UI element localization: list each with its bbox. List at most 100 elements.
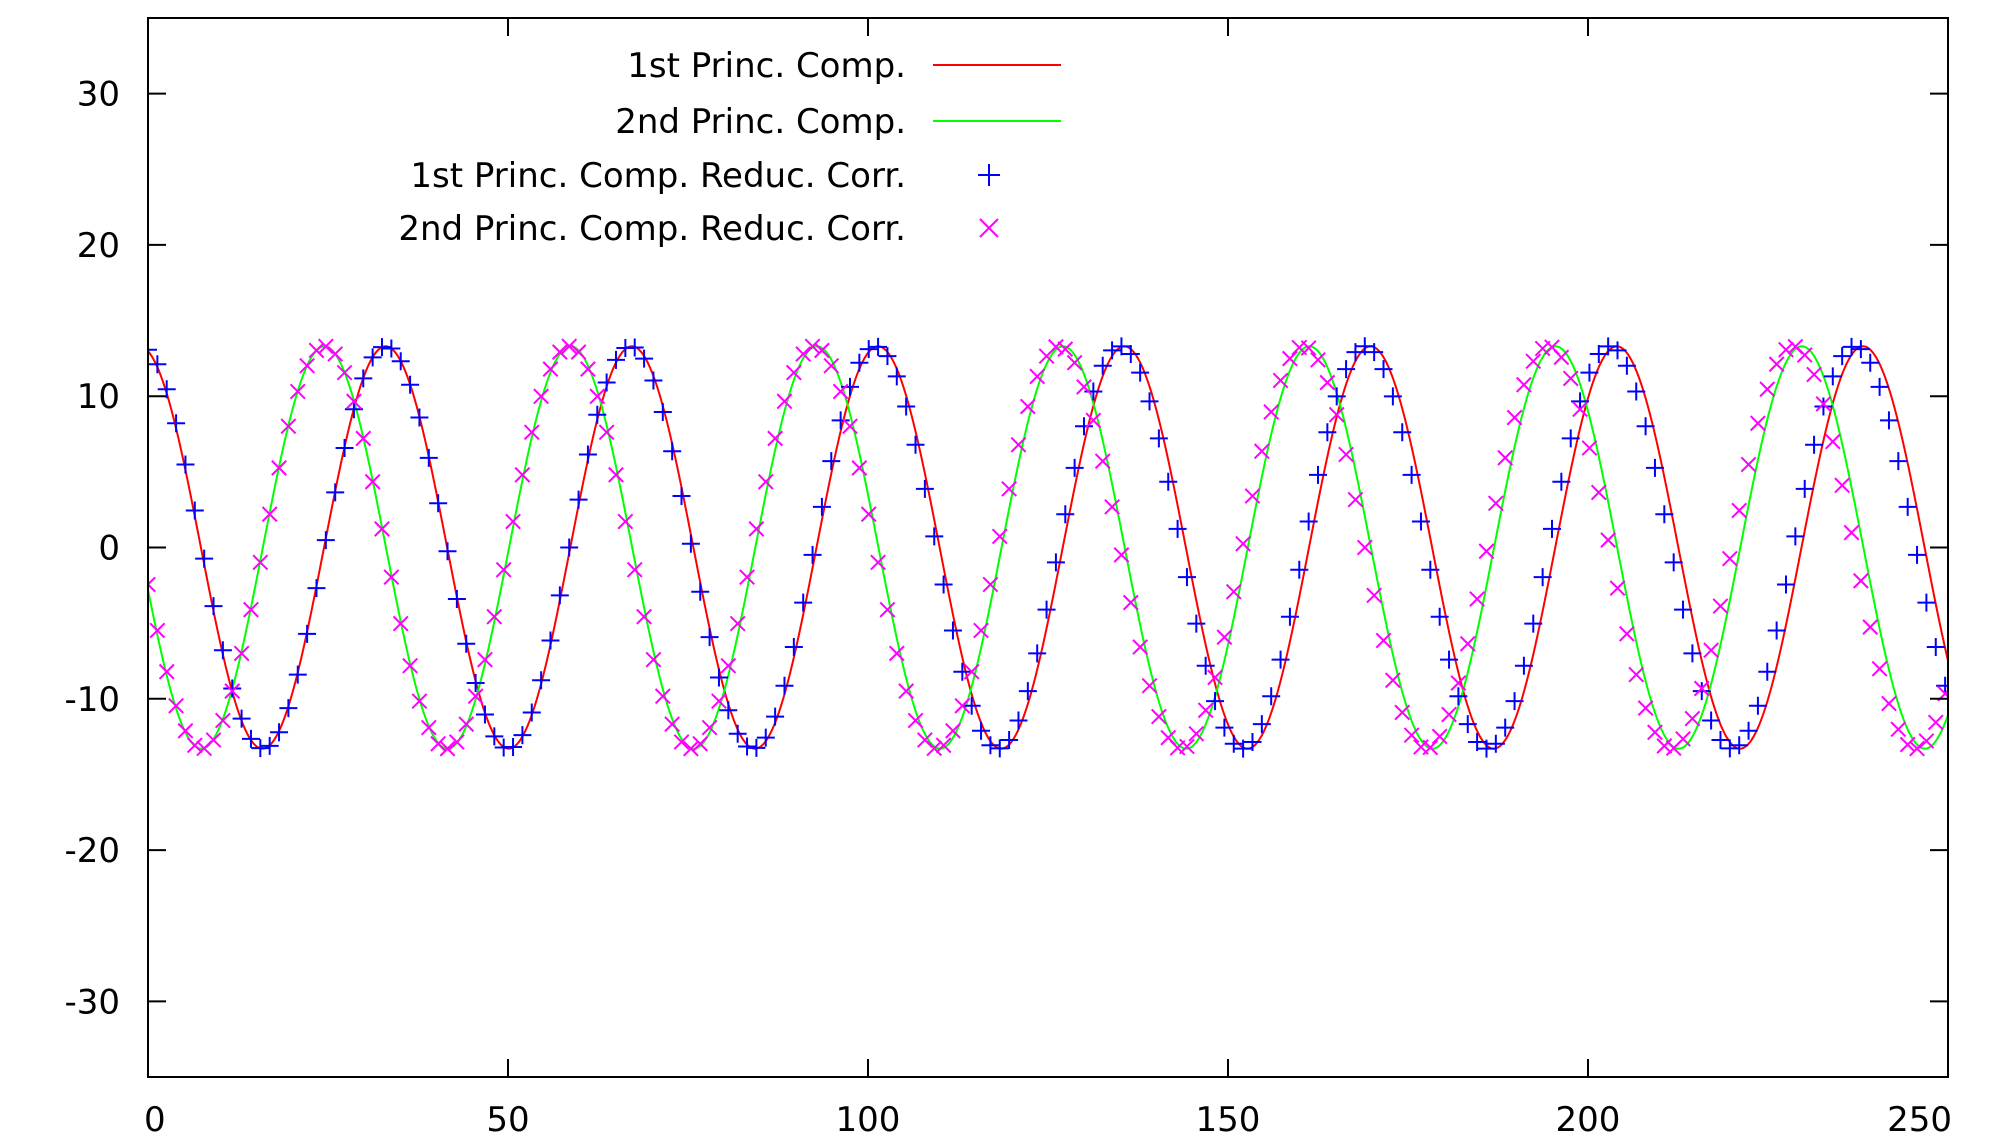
data-point bbox=[982, 576, 999, 593]
x-tick-label: 250 bbox=[1887, 1100, 1952, 1140]
data-point bbox=[1852, 572, 1869, 589]
data-point bbox=[1561, 429, 1580, 448]
data-point bbox=[1834, 477, 1851, 494]
data-point bbox=[943, 621, 962, 640]
data-point bbox=[879, 601, 896, 618]
data-point bbox=[1459, 635, 1476, 652]
data-point bbox=[1580, 363, 1599, 382]
data-point bbox=[307, 579, 326, 598]
data-point bbox=[653, 402, 672, 421]
data-point bbox=[316, 531, 335, 550]
series-3 bbox=[148, 337, 1948, 758]
data-point bbox=[767, 430, 784, 447]
data-point bbox=[1216, 629, 1233, 646]
data-point bbox=[1842, 337, 1861, 356]
data-point bbox=[1879, 411, 1898, 430]
data-point bbox=[485, 727, 504, 746]
data-point bbox=[1207, 669, 1223, 686]
data-point bbox=[383, 569, 400, 586]
data-point bbox=[1422, 739, 1439, 756]
data-point bbox=[1506, 409, 1523, 426]
data-point bbox=[1440, 650, 1459, 669]
data-point bbox=[739, 569, 755, 586]
data-point bbox=[1122, 594, 1139, 611]
data-point bbox=[1300, 340, 1317, 356]
data-point bbox=[925, 527, 944, 546]
data-point bbox=[1711, 730, 1730, 749]
data-point bbox=[355, 430, 372, 447]
data-point bbox=[241, 729, 260, 748]
legend-entry-1: 1st Princ. Comp. bbox=[627, 46, 1061, 86]
data-point bbox=[1543, 519, 1561, 538]
data-point bbox=[842, 418, 858, 435]
data-point bbox=[963, 663, 980, 680]
data-point bbox=[354, 369, 373, 388]
data-point bbox=[168, 697, 184, 714]
data-point bbox=[991, 528, 1008, 545]
data-point bbox=[176, 455, 195, 474]
data-point bbox=[907, 712, 924, 729]
data-point bbox=[308, 342, 325, 359]
data-point bbox=[990, 739, 1009, 758]
data-point bbox=[1450, 675, 1467, 691]
data-point bbox=[870, 554, 886, 571]
data-point bbox=[1309, 465, 1327, 484]
data-point bbox=[1525, 353, 1542, 370]
data-point bbox=[1235, 535, 1252, 552]
data-point bbox=[859, 340, 878, 359]
data-point bbox=[1355, 337, 1374, 356]
data-point bbox=[1731, 502, 1748, 519]
data-point bbox=[1282, 350, 1298, 367]
data-point bbox=[1692, 682, 1711, 701]
data-point bbox=[1234, 739, 1253, 758]
data-point bbox=[1571, 392, 1590, 411]
data-point bbox=[1843, 524, 1860, 541]
data-point bbox=[177, 722, 194, 739]
data-point bbox=[1168, 519, 1187, 538]
data-point bbox=[1600, 532, 1617, 548]
data-point bbox=[1430, 607, 1449, 626]
data-point bbox=[1009, 711, 1028, 730]
data-point bbox=[551, 344, 568, 360]
data-point bbox=[860, 506, 877, 523]
data-point bbox=[776, 393, 793, 410]
data-point bbox=[709, 668, 728, 687]
data-point bbox=[1777, 575, 1795, 594]
data-point bbox=[1375, 632, 1392, 649]
data-point bbox=[1093, 356, 1112, 375]
data-point bbox=[214, 712, 231, 729]
data-point bbox=[1617, 356, 1636, 375]
data-point bbox=[261, 506, 278, 523]
data-point bbox=[205, 732, 222, 748]
data-point bbox=[729, 615, 746, 632]
data-point bbox=[1871, 660, 1888, 677]
y-tick-label: -20 bbox=[64, 831, 120, 871]
data-point bbox=[270, 723, 289, 742]
data-point bbox=[906, 435, 925, 454]
data-point bbox=[701, 719, 718, 736]
data-point bbox=[766, 707, 785, 726]
data-point bbox=[1374, 360, 1393, 379]
data-point bbox=[477, 651, 493, 668]
data-point bbox=[1029, 368, 1046, 385]
data-point bbox=[607, 350, 625, 369]
data-point bbox=[438, 542, 457, 561]
legend-label: 1st Princ. Comp. Reduc. Corr. bbox=[410, 156, 906, 196]
data-point bbox=[243, 601, 259, 618]
data-point bbox=[326, 483, 345, 502]
data-point bbox=[1243, 733, 1262, 752]
data-point bbox=[1833, 347, 1852, 366]
data-point bbox=[1188, 725, 1205, 742]
data-point bbox=[532, 671, 551, 690]
data-point bbox=[1094, 453, 1111, 470]
data-point bbox=[495, 561, 512, 578]
legend-marker-sample bbox=[979, 218, 999, 238]
data-point bbox=[1778, 341, 1794, 358]
data-point bbox=[1449, 687, 1468, 706]
data-point bbox=[1758, 662, 1777, 681]
data-point bbox=[897, 397, 916, 416]
data-point bbox=[1609, 580, 1626, 597]
y-tick-label: 30 bbox=[77, 75, 120, 115]
data-point bbox=[1562, 370, 1579, 387]
